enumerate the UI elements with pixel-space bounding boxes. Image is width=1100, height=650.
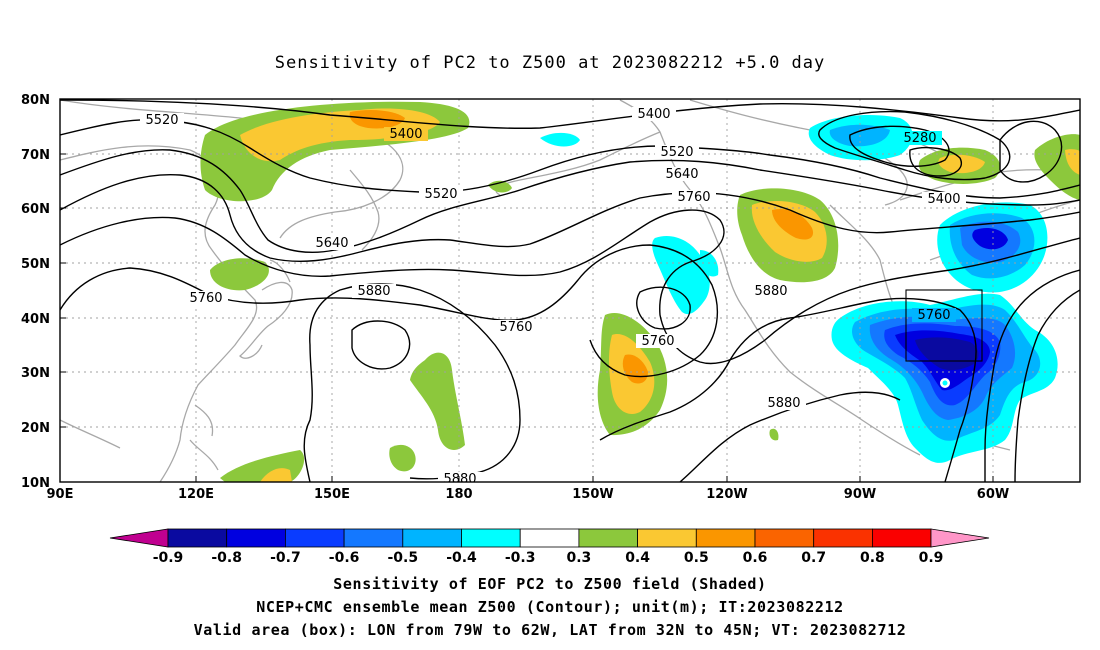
colorbar-tick: -0.7 [270, 550, 301, 566]
lat-label: 30N [21, 366, 50, 381]
contour-label: 5880 [352, 284, 396, 299]
lat-label: 10N [21, 476, 50, 491]
svg-text:5640: 5640 [315, 236, 348, 251]
contour-label: 5760 [636, 334, 680, 349]
lon-label: 150W [572, 487, 613, 502]
colorbar-tick: 0.3 [566, 550, 591, 566]
valid-area-box [905, 289, 983, 362]
lon-label: 90E [47, 487, 74, 502]
grid-lines [60, 99, 1080, 482]
colorbar-segment [637, 528, 697, 548]
lon-label: 60W [977, 487, 1009, 502]
colorbar-tick: -0.9 [153, 550, 184, 566]
contour-label: 5760 [912, 308, 956, 323]
contour-label: 5760 [184, 291, 228, 306]
svg-text:5880: 5880 [754, 284, 787, 299]
colorbar-segment [695, 528, 756, 548]
lon-label: 150E [314, 487, 350, 502]
svg-text:5760: 5760 [917, 308, 950, 323]
colorbar-tick: -0.4 [446, 550, 477, 566]
caption-line: NCEP+CMC ensemble mean Z500 (Contour); u… [256, 598, 843, 616]
longitude-labels: 90E 120E 150E 180 150W 120W 90W 60W [47, 487, 1010, 502]
svg-text:5760: 5760 [499, 320, 532, 335]
lon-label: 120E [178, 487, 214, 502]
contour-label: 5640 [660, 167, 704, 182]
map-frame [59, 98, 1081, 483]
contour-label: 5880 [749, 284, 793, 299]
colorbar-segment [226, 528, 286, 548]
contour-label: 5880 [438, 472, 482, 487]
colorbar-segment [754, 528, 815, 548]
svg-text:5280: 5280 [903, 131, 936, 146]
colorbar-segment [461, 528, 521, 548]
lat-label: 60N [21, 202, 50, 217]
colorbar-tick: 0.4 [625, 550, 650, 566]
colorbar-segment [167, 528, 228, 548]
colorbar-ticks: -0.9 -0.8 -0.7 -0.6 -0.5 -0.4 -0.3 0.3 0… [153, 550, 944, 566]
colorbar-segment [872, 528, 932, 548]
colorbar-segment [402, 528, 462, 548]
colorbar-tick: -0.8 [211, 550, 242, 566]
lon-label: 180 [445, 487, 472, 502]
lat-label: 70N [21, 148, 50, 163]
colorbar-tick: 0.8 [860, 550, 885, 566]
svg-text:5760: 5760 [189, 291, 222, 306]
svg-text:5400: 5400 [637, 107, 670, 122]
colorbar-tick: 0.5 [684, 550, 709, 566]
caption-line: Valid area (box): LON from 79W to 62W, L… [194, 621, 907, 639]
contour-labels: 5520 5400 5400 5280 5520 5640 5520 5760 … [140, 107, 966, 487]
contour-label: 5760 [494, 320, 538, 335]
svg-text:5520: 5520 [145, 113, 178, 128]
latitude-labels: 80N 70N 60N 50N 40N 30N 20N 10N [21, 93, 50, 491]
colorbar-tick: -0.6 [329, 550, 360, 566]
lat-label: 50N [21, 257, 50, 272]
lat-label: 80N [21, 93, 50, 108]
colorbar-segment [343, 528, 404, 548]
svg-text:5880: 5880 [767, 396, 800, 411]
lon-label: 90W [844, 487, 876, 502]
svg-text:5760: 5760 [641, 334, 674, 349]
svg-text:5520: 5520 [424, 187, 457, 202]
contour-label: 5520 [140, 113, 184, 128]
svg-text:5520: 5520 [660, 145, 693, 160]
colorbar-tick: 0.9 [919, 550, 944, 566]
lon-label: 120W [706, 487, 747, 502]
colorbar-tick: 0.6 [743, 550, 768, 566]
colorbar-segment [578, 528, 639, 548]
contour-label: 5280 [898, 131, 942, 146]
contour-label: 5400 [922, 192, 966, 207]
contour-label: 5760 [672, 190, 716, 205]
svg-text:5400: 5400 [927, 192, 960, 207]
svg-text:5400: 5400 [389, 127, 422, 142]
lat-label: 40N [21, 312, 50, 327]
contour-label: 5880 [762, 396, 806, 411]
svg-text:5760: 5760 [677, 190, 710, 205]
colorbar-tick: -0.5 [387, 550, 418, 566]
positive-shading [200, 101, 1080, 482]
figure-title: Sensitivity of PC2 to Z500 at 2023082212… [275, 53, 826, 73]
svg-text:5880: 5880 [443, 472, 476, 487]
contour-label: 5400 [384, 127, 428, 142]
svg-text:5880: 5880 [357, 284, 390, 299]
contour-label: 5400 [632, 107, 676, 122]
colorbar-segment [813, 528, 873, 548]
colorbar-segment [519, 528, 580, 548]
svg-text:5640: 5640 [665, 167, 698, 182]
colorbar-arrow-left [109, 528, 169, 548]
z500-contours [60, 99, 1080, 482]
colorbar-segment [284, 528, 345, 548]
lat-label: 20N [21, 421, 50, 436]
axis-ticks [59, 98, 994, 483]
contour-label: 5520 [655, 145, 699, 160]
colorbar-arrow-right [930, 528, 990, 548]
colorbar-tick: 0.7 [801, 550, 826, 566]
contour-label: 5640 [310, 236, 354, 251]
caption-line: Sensitivity of EOF PC2 to Z500 field (Sh… [333, 575, 766, 593]
contour-label: 5520 [419, 187, 463, 202]
map: 5520 5400 5400 5280 5520 5640 5520 5760 … [21, 93, 1081, 502]
colorbar: -0.9 -0.8 -0.7 -0.6 -0.5 -0.4 -0.3 0.3 0… [109, 528, 990, 566]
colorbar-tick: -0.3 [505, 550, 536, 566]
